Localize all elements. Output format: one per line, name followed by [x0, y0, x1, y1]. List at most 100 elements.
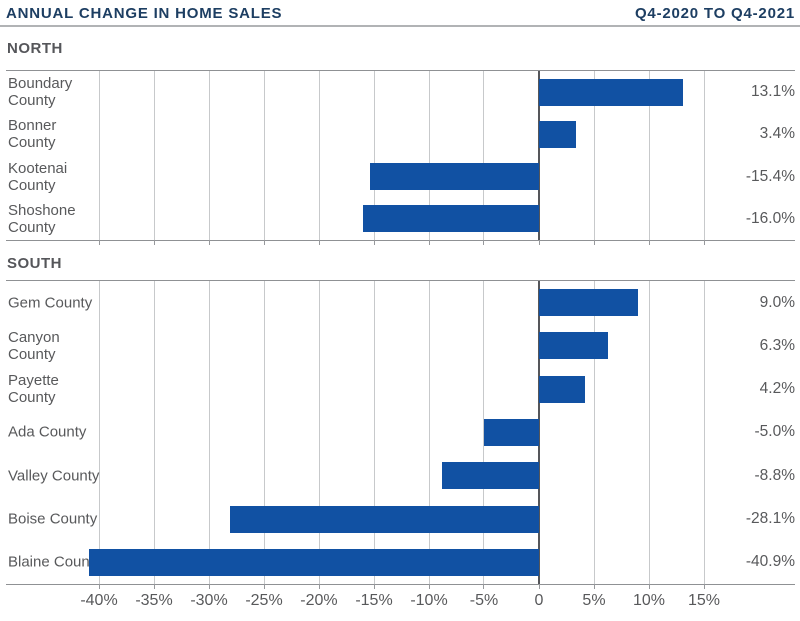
value-label: 13.1%	[751, 83, 795, 101]
x-tick-label: -20%	[300, 592, 338, 609]
bar	[484, 418, 539, 446]
x-tick-label: 15%	[687, 592, 721, 609]
axis-tick	[538, 240, 540, 245]
value-label: -8.8%	[754, 466, 796, 484]
gridline	[373, 281, 375, 584]
chart-row: Kootenai County -15.4%	[6, 156, 795, 198]
bar	[539, 332, 609, 360]
axis-tick	[98, 584, 100, 589]
category-label: Boundary County	[8, 75, 73, 110]
gridline	[98, 71, 100, 240]
value-label: 3.4%	[759, 125, 795, 143]
gridline	[263, 281, 265, 584]
chart-row: Payette County 4.2%	[6, 368, 795, 411]
axis-tick	[98, 240, 100, 245]
gridline	[98, 281, 100, 584]
category-label: Valley County	[8, 467, 100, 485]
axis-tick	[703, 240, 705, 245]
axis-tick	[593, 240, 595, 245]
axis-tick	[593, 584, 595, 589]
gridline	[208, 71, 210, 240]
bar	[369, 163, 539, 191]
axis-tick	[428, 240, 430, 245]
x-tick-label: -15%	[355, 592, 393, 609]
gridline	[703, 71, 705, 240]
bar	[229, 505, 539, 533]
x-axis: -40% -35% -30% -25% -20% -15% -10% -5% 0 5% 10% 15%	[6, 588, 795, 616]
value-label: -16.0%	[745, 209, 795, 227]
section-label-south: SOUTH	[7, 255, 62, 272]
gridline	[483, 71, 485, 240]
bar	[539, 120, 577, 148]
axis-tick	[538, 584, 540, 589]
value-label: -28.1%	[745, 510, 795, 528]
gridline	[648, 71, 650, 240]
gridline	[153, 281, 155, 584]
x-tick-label: -30%	[190, 592, 228, 609]
axis-tick	[703, 584, 705, 589]
axis-tick	[318, 240, 320, 245]
gridline	[318, 71, 320, 240]
gridline	[428, 71, 430, 240]
category-label: Gem County	[8, 294, 93, 312]
axis-tick	[153, 240, 155, 245]
chart-row: Bonner County 3.4%	[6, 113, 795, 155]
chart-row: Boise County -28.1%	[6, 497, 795, 540]
header-divider	[0, 25, 800, 27]
zero-baseline	[538, 71, 540, 240]
x-tick-label: -5%	[469, 592, 499, 609]
category-label: Blaine County	[8, 553, 102, 571]
axis-tick	[153, 584, 155, 589]
chart-period: Q4-2020 TO Q4-2021	[634, 5, 795, 22]
bar	[442, 462, 539, 490]
value-label: -40.9%	[745, 553, 795, 571]
chart-row: Gem County 9.0%	[6, 281, 795, 324]
axis-tick	[318, 584, 320, 589]
gridline	[648, 281, 650, 584]
chart-row: Blaine County -40.9%	[6, 541, 795, 584]
category-label: Boise County	[8, 510, 98, 528]
axis-tick	[373, 240, 375, 245]
value-label: 9.0%	[759, 293, 795, 311]
zero-baseline	[538, 281, 540, 584]
chart-row: Ada County -5.0%	[6, 411, 795, 454]
axis-tick	[208, 240, 210, 245]
bar	[539, 78, 684, 106]
chart-row: Valley County -8.8%	[6, 454, 795, 497]
value-label: 4.2%	[759, 380, 795, 398]
chart-row: Shoshone County -16.0%	[6, 198, 795, 240]
south-chart-panel: Gem County 9.0% Canyon County 6.3% Payette C…	[6, 280, 795, 589]
gridline	[428, 281, 430, 584]
category-label: Payette County	[8, 372, 59, 407]
x-tick-label: -25%	[245, 592, 283, 609]
north-chart-panel: Boundary County 13.1% Bonner County 3.4% Koo…	[6, 70, 795, 245]
x-tick-label: -35%	[135, 592, 173, 609]
axis-tick	[483, 240, 485, 245]
gridline	[208, 281, 210, 584]
axis-tick	[263, 584, 265, 589]
value-label: -5.0%	[754, 423, 796, 441]
axis-tick	[483, 584, 485, 589]
x-tick-label: 5%	[582, 592, 606, 609]
gridline	[593, 281, 595, 584]
value-label: 6.3%	[759, 336, 795, 354]
x-tick-label: -10%	[410, 592, 448, 609]
axis-tick	[428, 584, 430, 589]
section-label-north: NORTH	[7, 40, 63, 57]
chart-row: Boundary County 13.1%	[6, 71, 795, 113]
gridline	[153, 71, 155, 240]
gridline	[318, 281, 320, 584]
bar	[539, 375, 586, 403]
chart-header: ANNUAL CHANGE IN HOME SALES Q4-2020 TO Q…	[6, 4, 795, 24]
bar	[539, 289, 638, 317]
category-label: Canyon County	[8, 328, 60, 363]
axis-tick	[648, 584, 650, 589]
axis-tick	[373, 584, 375, 589]
axis-tick	[263, 240, 265, 245]
category-label: Bonner County	[8, 117, 57, 152]
value-label: -15.4%	[745, 167, 795, 185]
chart-title: ANNUAL CHANGE IN HOME SALES	[6, 5, 283, 22]
gridline	[483, 281, 485, 584]
x-tick-label: -40%	[80, 592, 118, 609]
